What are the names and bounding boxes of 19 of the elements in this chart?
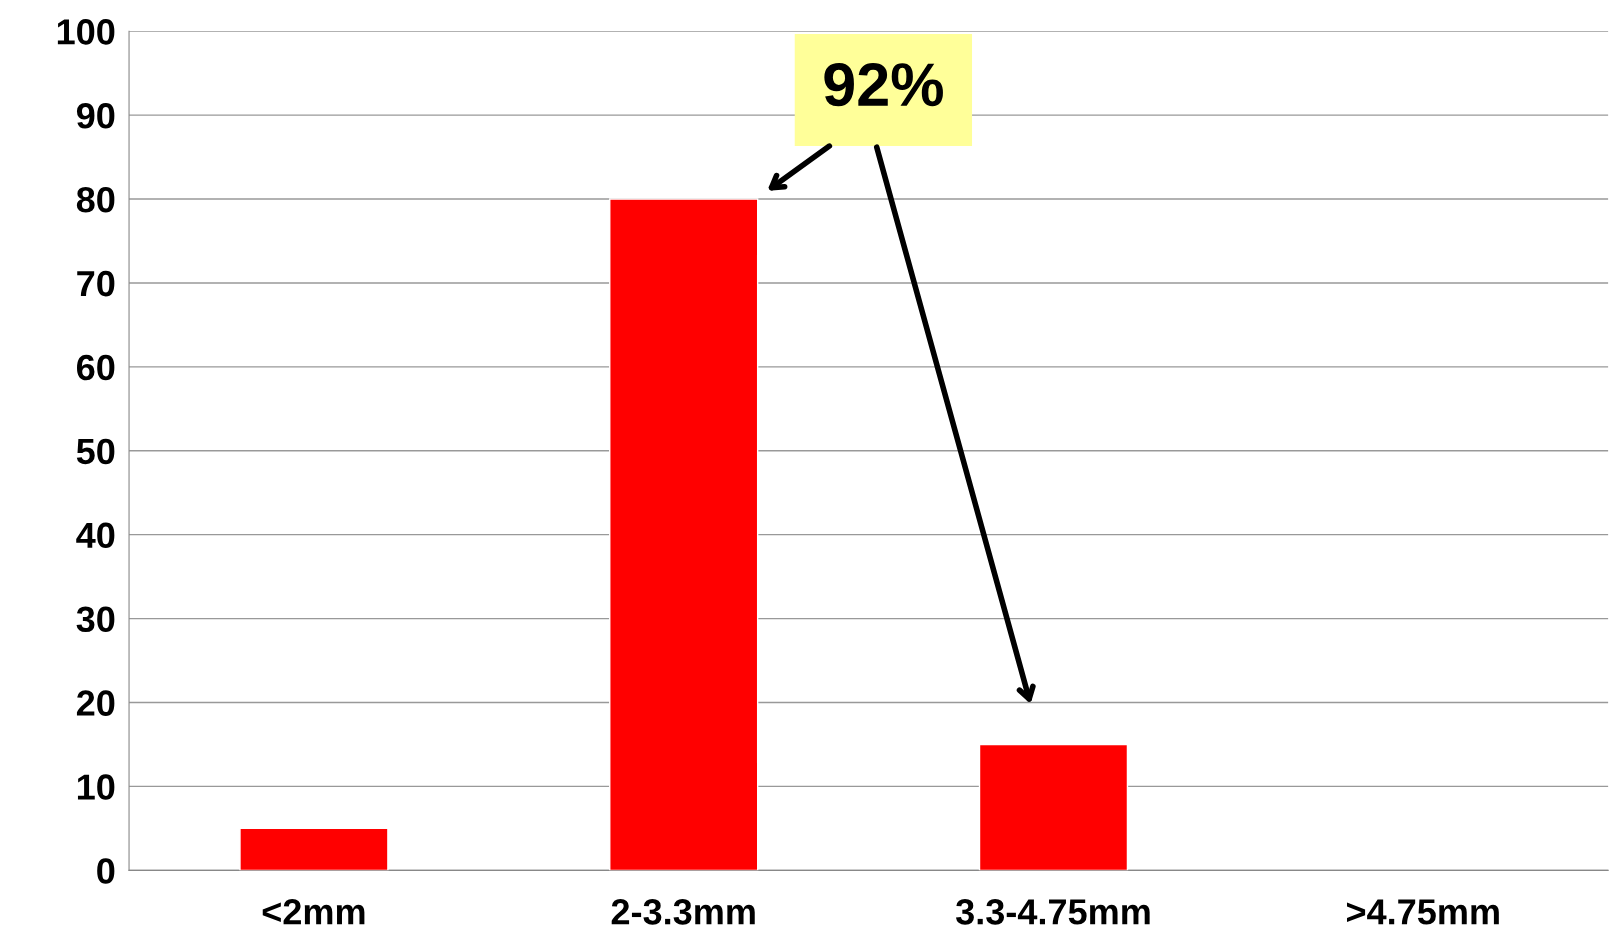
y-tick-label: 10	[77, 774, 115, 800]
x-tick-label: >4.75mm	[1346, 899, 1499, 925]
x-tick-label: <2mm	[262, 899, 365, 925]
x-tick-label: 2-3.3mm	[611, 899, 755, 925]
y-tick-label: 90	[76, 103, 115, 129]
y-tick-label: 50	[76, 438, 115, 465]
bar	[239, 827, 389, 871]
y-tick-label: 40	[76, 522, 115, 549]
y-tick-label: 70	[77, 270, 115, 297]
bar	[609, 198, 759, 871]
x-tick-label: 3.3-4.75mm	[955, 899, 1150, 925]
y-tick-label: 20	[76, 690, 115, 716]
annotation: 92%	[824, 63, 943, 107]
y-tick-label: 60	[77, 354, 115, 381]
bar	[978, 743, 1129, 871]
y-tick-label: 100	[57, 19, 115, 45]
y-tick-label: 0	[97, 858, 115, 884]
y-tick-label: 30	[76, 606, 115, 633]
y-tick-label: 80	[76, 186, 115, 213]
